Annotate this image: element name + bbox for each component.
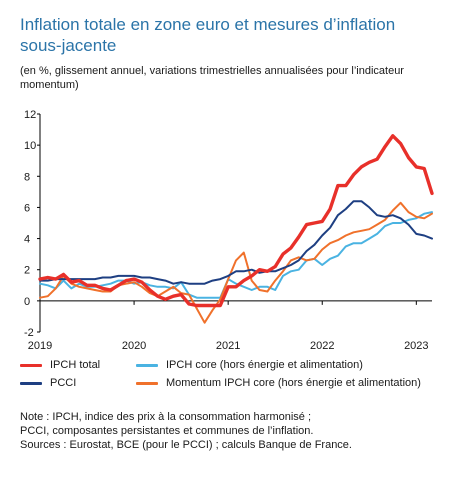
y-tick-label: 12 xyxy=(24,109,36,121)
legend-label-pcci: PCCI xyxy=(50,377,77,389)
sources-line: Sources : Eurostat, BCE (pour le PCCI) ;… xyxy=(20,439,352,451)
y-tick-label: 2 xyxy=(24,265,30,277)
note-line-2: PCCI, composantes persistantes et commun… xyxy=(20,425,314,437)
y-tick-label: 10 xyxy=(24,140,36,152)
x-tick-label: 2021 xyxy=(216,340,240,350)
x-tick-label: 2020 xyxy=(122,340,146,350)
y-tick-label: 0 xyxy=(24,296,30,308)
series-line-ipch-total xyxy=(38,134,434,308)
legend-swatch-momentum xyxy=(136,381,158,385)
legend-item-ipch-total: IPCH total xyxy=(20,358,100,372)
legend-item-ipch-core: IPCH core (hors énergie et alimentation) xyxy=(136,358,363,372)
legend-label-momentum: Momentum IPCH core (hors énergie et alim… xyxy=(166,377,421,389)
x-tick-label: 2022 xyxy=(310,340,334,350)
note-line-1: Note : IPCH, indice des prix à la consom… xyxy=(20,411,312,423)
series-line-momentum xyxy=(39,201,433,324)
legend-item-momentum: Momentum IPCH core (hors énergie et alim… xyxy=(136,376,421,390)
y-tick-label: -2 xyxy=(24,327,34,339)
legend-swatch-ipch-total xyxy=(20,363,42,367)
chart-notes: Note : IPCH, indice des prix à la consom… xyxy=(20,410,450,452)
legend-swatch-ipch-core xyxy=(136,363,158,367)
line-chart: -2 0 2 4 6 8 10 12 2019 2020 2021 2022 2023 xyxy=(24,109,434,350)
legend-swatch-pcci xyxy=(20,381,42,385)
chart-title: Inflation totale en zone euro et mesures… xyxy=(20,15,396,55)
x-tick-label: 2023 xyxy=(404,340,428,350)
legend-label-ipch-total: IPCH total xyxy=(50,359,101,371)
x-tick-label: 2019 xyxy=(28,340,52,350)
series-line-pcci xyxy=(39,200,433,285)
series-line-ipch-core xyxy=(39,211,433,299)
legend-label-ipch-core: IPCH core (hors énergie et alimentation) xyxy=(166,359,363,371)
y-tick-label: 4 xyxy=(24,234,30,246)
y-tick-label: 6 xyxy=(24,202,30,214)
y-tick-label: 8 xyxy=(24,171,30,183)
chart-subtitle: (en %, glissement annuel, variations tri… xyxy=(20,65,404,91)
legend-item-pcci: PCCI xyxy=(20,376,76,390)
